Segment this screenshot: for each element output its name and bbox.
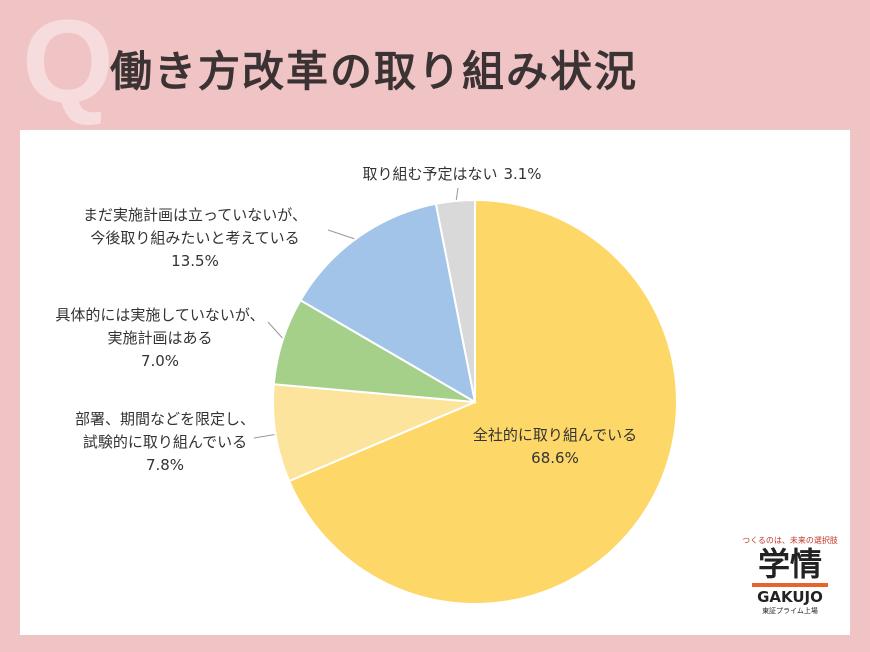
logo-note: 東証プライム上場: [762, 607, 818, 615]
value-label: 7.0%: [140, 352, 180, 370]
leader-line: [455, 187, 459, 203]
category-label: 取り組む予定はない: [362, 165, 498, 183]
logo: つくるのは、未来の選択肢 学情 GAKUJO 東証プライム上場: [740, 535, 840, 616]
slice-label: 具体的には実施していないが、 実施計画はある 7.0%: [55, 304, 264, 373]
slice-label: 部署、期間などを限定し、 試験的に取り組んでいる 7.8%: [75, 408, 255, 477]
logo-name: 学情: [757, 545, 822, 583]
logo-latin: GAKUJO: [757, 588, 823, 606]
pie-slice: [434, 198, 476, 403]
pie-slice: [272, 383, 476, 483]
logo-tagline: つくるのは、未来の選択肢: [742, 536, 838, 545]
pie-slice: [287, 198, 678, 605]
category-label: 部署、期間などを限定し、 試験的に取り組んでいる: [74, 410, 256, 451]
value-label: 13.5%: [171, 252, 219, 270]
slice-label: 全社的に取り組んでいる 68.6%: [473, 424, 637, 470]
slice-label: 取り組む予定はない 3.1%: [362, 163, 541, 186]
category-label: まだ実施計画は立っていないが、 今後取り組みたいと考えている: [83, 206, 307, 247]
category-label: 全社的に取り組んでいる: [472, 426, 638, 444]
value-label: 68.6%: [531, 449, 579, 467]
value-label: 7.8%: [145, 456, 185, 474]
leader-line: [327, 229, 359, 241]
value-label: 3.1%: [503, 165, 542, 183]
pie-slice: [299, 202, 477, 404]
slice-label: まだ実施計画は立っていないが、 今後取り組みたいと考えている 13.5%: [83, 204, 307, 273]
logo-bar: [752, 583, 828, 587]
chart-title: 働き方改革の取り組み状況: [110, 47, 639, 96]
badge: Q: [22, 0, 114, 128]
category-label: 具体的には実施していないが、 実施計画はある: [55, 306, 265, 347]
